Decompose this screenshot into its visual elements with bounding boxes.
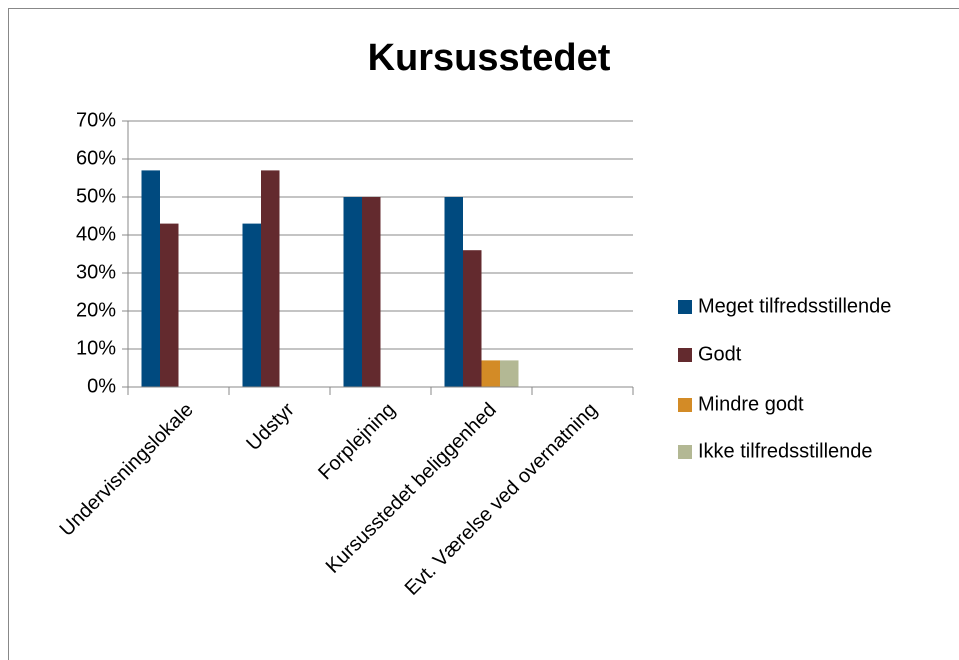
bar bbox=[160, 223, 179, 387]
legend-label: Mindre godt bbox=[698, 393, 804, 415]
legend-label: Godt bbox=[698, 343, 742, 365]
bar bbox=[481, 360, 500, 387]
y-tick-label: 10% bbox=[76, 337, 116, 359]
x-tick-label: Udstyr bbox=[242, 398, 299, 455]
legend-swatch bbox=[678, 348, 692, 362]
legend-swatch bbox=[678, 398, 692, 412]
bar bbox=[500, 360, 519, 387]
y-tick-label: 60% bbox=[76, 147, 116, 169]
bar bbox=[444, 197, 463, 387]
bar bbox=[463, 250, 482, 387]
x-tick-label: Undervisningslokale bbox=[56, 399, 198, 541]
x-tick-label: Forplejning bbox=[314, 399, 400, 485]
y-tick-label: 30% bbox=[76, 261, 116, 283]
x-tick-label: Evt. Værelse ved overnatning bbox=[401, 399, 602, 600]
chart-border bbox=[8, 8, 959, 660]
bar bbox=[242, 223, 261, 387]
y-tick-label: 70% bbox=[76, 109, 116, 131]
legend-label: Meget tilfredsstillende bbox=[698, 295, 891, 317]
y-tick-label: 20% bbox=[76, 299, 116, 321]
bar bbox=[343, 197, 362, 387]
chart-title: Kursusstedet bbox=[368, 37, 611, 79]
legend-label: Ikke tilfredsstillende bbox=[698, 440, 873, 462]
y-tick-label: 50% bbox=[76, 185, 116, 207]
bar bbox=[362, 197, 381, 387]
bar bbox=[141, 170, 160, 387]
legend-swatch bbox=[678, 300, 692, 314]
x-tick-label: Kursusstedet beliggenhed bbox=[322, 399, 501, 578]
y-tick-label: 40% bbox=[76, 223, 116, 245]
legend-swatch bbox=[678, 445, 692, 459]
y-tick-label: 0% bbox=[87, 375, 116, 397]
bar bbox=[261, 170, 280, 387]
